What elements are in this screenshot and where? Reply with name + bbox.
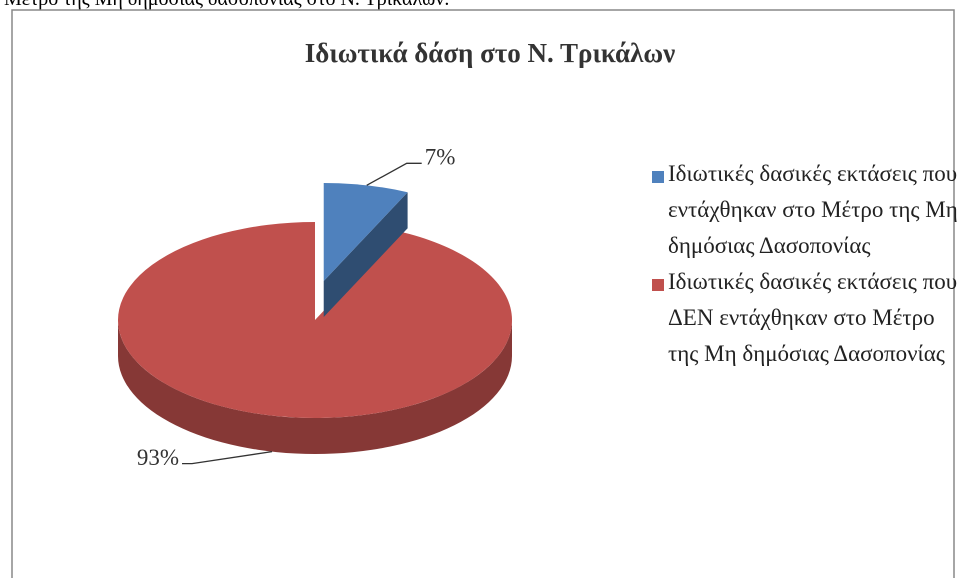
- leader-line: [366, 162, 422, 186]
- data-label: 7%: [425, 145, 456, 170]
- legend-swatch: [652, 171, 664, 183]
- pie-slice-side: [118, 320, 512, 454]
- leader-line: [182, 450, 273, 465]
- chart-title: Ιδιωτικά δάση στο Ν. Τρικάλων: [305, 38, 675, 68]
- legend-swatch: [652, 279, 664, 291]
- pie-slice-face: [323, 192, 408, 317]
- data-label: 93%: [137, 445, 179, 470]
- legend-entry: Ιδιωτικές δασικές εκτάσεις που ΔΕΝ εντάχ…: [668, 269, 958, 366]
- pie-slice: [323, 182, 408, 281]
- legend-entry: Ιδιωτικές δασικές εκτάσεις που εντάχθηκα…: [668, 161, 958, 258]
- pie-slice: [117, 222, 512, 418]
- caption-fragment: Μέτρο της Μη δημόσιας δασοπονίας στο Ν. …: [4, 0, 449, 11]
